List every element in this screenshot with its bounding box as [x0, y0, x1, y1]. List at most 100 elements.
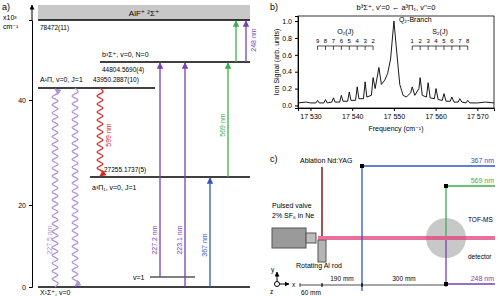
axis-line: [29, 21, 33, 288]
panel-b: b)b³Σ⁺, v'=0 ← a³Π₁, v''=017 53017 54017…: [270, 2, 495, 133]
energy-level: [38, 87, 155, 88]
tick-mark: [295, 89, 298, 90]
tick-label: 17 550: [384, 113, 406, 120]
coord-label: z: [270, 288, 273, 295]
transition: [159, 63, 160, 277]
tick-label: 0.2: [282, 85, 292, 92]
transition: [235, 21, 236, 62]
dimension-label: 300 mm: [392, 275, 415, 282]
transition: [245, 21, 246, 62]
panel-a: a)x10³cm⁻¹02040X¹Σ⁺, v=0v=1a³Π₁, v=0, J=…: [2, 2, 257, 296]
branch-name: S₂(J): [432, 28, 448, 36]
branch-j-label: 5: [442, 38, 446, 44]
dimension-label: 190 mm: [330, 275, 353, 282]
tick: 20: [18, 202, 32, 209]
tick-mark: [29, 100, 32, 101]
branch-j-label: 3: [363, 38, 367, 44]
tick-mark: [295, 21, 298, 22]
branch-j-label: 3: [426, 38, 430, 44]
branch-j-label: 4: [434, 38, 438, 44]
mirror: [444, 184, 448, 188]
dimension-line: [322, 283, 362, 287]
laser-beam: [446, 240, 495, 284]
axis-title: cm⁻¹: [3, 23, 19, 30]
level-label: v=1: [133, 274, 145, 281]
plot-frame: [298, 16, 494, 108]
branch-j-label: 2: [419, 38, 423, 44]
tick-mark: [394, 108, 395, 111]
energy-level: [100, 61, 250, 62]
level-label: AlF⁺ ²Σ⁺: [129, 9, 159, 18]
branch-j-label: 6: [340, 38, 344, 44]
branch-j-label: 7: [458, 38, 462, 44]
tick: 0.4: [282, 68, 298, 75]
tick: 17 570: [467, 108, 489, 120]
laser-label: 367 nm: [471, 157, 495, 164]
axis-title: x10³: [3, 14, 17, 21]
level-label: A¹Π, v=0, J=1: [40, 76, 83, 83]
y-axis: 0.00.20.40.60.81.0: [282, 17, 298, 110]
branch-tick: [412, 46, 413, 50]
axis-arrow: [32, 5, 33, 20]
energy-level: [38, 19, 250, 20]
transition: [97, 88, 103, 176]
tick: 0.0: [282, 102, 298, 109]
axis-title: Frequency (cm⁻¹): [368, 125, 423, 133]
molecular-beam: [318, 236, 495, 240]
transition: [184, 63, 185, 287]
tick-label: 17 560: [425, 113, 447, 120]
laser-beam: [446, 186, 495, 236]
laser-beam: [362, 166, 495, 291]
level-label: b³Σ⁺, v=0, N=0: [102, 51, 149, 58]
spectrum-line: [298, 21, 494, 103]
tick-mark: [295, 55, 298, 56]
transition-label: 599 nm: [105, 123, 112, 147]
level-label: a³Π₁, v=0, J=1: [92, 184, 136, 191]
coord-label: x: [292, 281, 296, 288]
energy-label: 27255.1737(5): [104, 166, 146, 174]
tick-label: 17 570: [467, 113, 489, 120]
coord-label: y: [271, 266, 275, 274]
tick-mark: [295, 72, 298, 73]
branch-j-label: 1: [411, 38, 415, 44]
tick-mark: [436, 108, 437, 111]
tick: 0.8: [282, 35, 298, 42]
branch-tick: [373, 46, 374, 50]
transition: [52, 89, 58, 287]
transition: [72, 88, 78, 286]
branch-tick: [436, 46, 437, 50]
branch-j-label: 6: [450, 38, 454, 44]
transition-label: 248 nm: [250, 28, 257, 52]
branch-tick: [333, 46, 334, 50]
tick: 40: [18, 97, 32, 104]
mirror: [360, 164, 364, 168]
branch-name: O₂(J): [337, 28, 353, 36]
energy-level: [38, 286, 250, 287]
continuum: [38, 5, 250, 20]
tick: 0.2: [282, 85, 298, 92]
laser-label: 248 nm: [471, 275, 495, 282]
valve-nozzle: [306, 233, 316, 243]
pulsed-valve: [272, 228, 306, 248]
transition-label: 227.2 nm: [151, 225, 158, 254]
tick: 17 550: [384, 108, 406, 120]
panel-c: c)Ablation Nd:YAGPulsed valve2% SF₆ in N…: [270, 154, 495, 296]
tick-label: 40: [18, 97, 26, 104]
branch-j-label: 4: [356, 38, 360, 44]
detector-label: detector: [468, 253, 492, 260]
tick-label: 20: [18, 202, 26, 209]
panel-label: a): [2, 2, 10, 12]
annotation: Q₂-Branch: [399, 16, 432, 24]
branch-j-label: 9: [316, 38, 320, 44]
branch-tick: [365, 46, 366, 50]
ablation-label: Ablation Nd:YAG: [300, 157, 352, 164]
detector-label: TOF-MS: [468, 216, 493, 223]
tick-label: 0.8: [282, 35, 292, 42]
branch-j-label: 8: [324, 38, 328, 44]
tick-mark: [352, 108, 353, 111]
transition-label: 569 nm: [219, 113, 226, 137]
transition-label: 223.1 nm: [176, 225, 183, 254]
transition: [227, 63, 228, 177]
panel-label: c): [270, 154, 278, 164]
transition-label: 227.5 nm: [46, 225, 53, 254]
